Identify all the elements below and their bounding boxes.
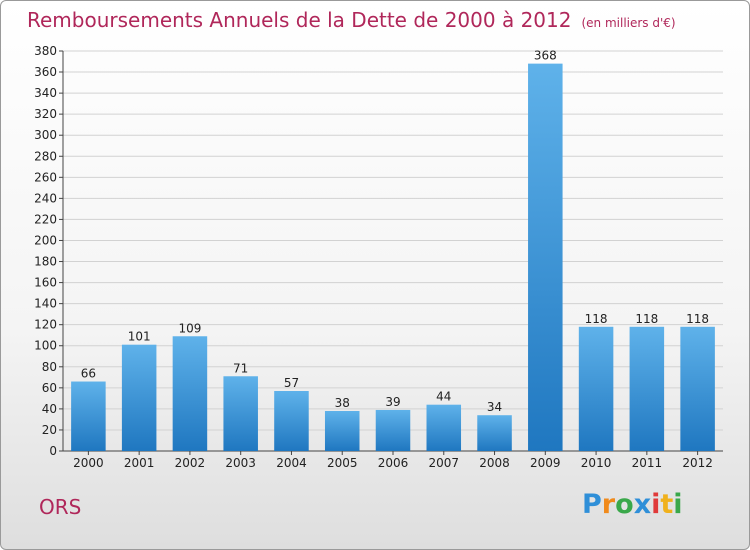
bar xyxy=(121,344,157,451)
bar xyxy=(426,404,462,451)
y-tick-label: 60 xyxy=(42,381,57,395)
bar xyxy=(71,381,106,451)
bar-value-label: 57 xyxy=(284,376,299,390)
bar-value-label: 118 xyxy=(585,312,608,326)
y-tick-label: 260 xyxy=(34,170,57,184)
logo-letter: o xyxy=(615,489,634,520)
bar-value-label: 39 xyxy=(385,395,400,409)
bar xyxy=(324,411,360,451)
x-tick-label: 2002 xyxy=(175,456,206,470)
y-tick-label: 200 xyxy=(34,233,57,247)
bar-value-label: 38 xyxy=(335,396,350,410)
bar-value-label: 66 xyxy=(81,367,96,381)
y-tick-label: 100 xyxy=(34,339,57,353)
bar xyxy=(528,63,563,451)
bar xyxy=(578,326,614,451)
x-tick-label: 2003 xyxy=(225,456,256,470)
bar xyxy=(375,409,411,451)
y-tick-label: 220 xyxy=(34,212,57,226)
y-tick-label: 280 xyxy=(34,149,57,163)
bar xyxy=(274,391,309,451)
y-tick-label: 160 xyxy=(34,276,57,290)
y-tick-label: 320 xyxy=(34,107,57,121)
bar-value-label: 101 xyxy=(128,330,151,344)
bar-value-label: 118 xyxy=(686,312,709,326)
chart-title: Remboursements Annuels de la Dette de 20… xyxy=(27,8,676,32)
bar-value-label: 71 xyxy=(233,361,248,375)
y-tick-label: 20 xyxy=(42,423,57,437)
logo-letter: x xyxy=(633,489,652,520)
bar xyxy=(629,326,665,451)
x-tick-label: 2012 xyxy=(682,456,713,470)
y-tick-label: 380 xyxy=(34,44,57,58)
logo-letter: t xyxy=(660,489,674,520)
logo-letter: P xyxy=(582,489,602,520)
bar xyxy=(172,336,208,451)
bar xyxy=(477,415,512,451)
y-tick-label: 300 xyxy=(34,128,57,142)
bar-value-label: 368 xyxy=(534,49,557,63)
x-tick-label: 2010 xyxy=(581,456,612,470)
logo-letter: i xyxy=(651,489,661,520)
chart-title-text: Remboursements Annuels de la Dette de 20… xyxy=(27,8,572,32)
bar xyxy=(680,326,715,451)
y-tick-label: 340 xyxy=(34,86,57,100)
y-tick-label: 180 xyxy=(34,255,57,269)
x-tick-label: 2006 xyxy=(378,456,409,470)
x-tick-label: 2011 xyxy=(632,456,663,470)
y-tick-label: 40 xyxy=(42,402,57,416)
y-tick-label: 240 xyxy=(34,191,57,205)
logo-letter: i xyxy=(673,489,683,520)
y-tick-label: 120 xyxy=(34,318,57,332)
y-tick-label: 0 xyxy=(49,444,57,458)
unit-note: (en milliers d'€) xyxy=(581,16,676,30)
x-tick-label: 2009 xyxy=(530,456,561,470)
bar-value-label: 34 xyxy=(487,400,502,414)
x-tick-label: 2008 xyxy=(479,456,510,470)
y-tick-label: 80 xyxy=(42,360,57,374)
logo-letter: r xyxy=(601,489,616,520)
y-tick-label: 140 xyxy=(34,297,57,311)
x-axis-ticks: 2000 2001 2002 2003 2004 2005 2006 2007 2008 2009… xyxy=(73,451,713,470)
place-name: ORS xyxy=(39,495,82,519)
x-tick-label: 2000 xyxy=(73,456,104,470)
axes xyxy=(62,51,723,452)
bars: 66 101 109 71 57 38 39 44 34 368 118 118 118 xyxy=(71,49,715,451)
x-tick-label: 2001 xyxy=(124,456,155,470)
x-tick-label: 2005 xyxy=(327,456,358,470)
proxiti-logo: Proxiti xyxy=(582,489,683,520)
x-tick-label: 2007 xyxy=(428,456,459,470)
bar-value-label: 109 xyxy=(178,321,201,335)
y-axis-ticks: 0 20 40 60 80 100 120 140 160 180 200 220 240 260 280 3… xyxy=(34,44,63,458)
bar-value-label: 44 xyxy=(436,390,451,404)
bar-value-label: 118 xyxy=(635,312,658,326)
y-tick-label: 360 xyxy=(34,65,57,79)
grid-lines xyxy=(63,50,723,452)
x-tick-label: 2004 xyxy=(276,456,307,470)
bar xyxy=(223,376,258,451)
